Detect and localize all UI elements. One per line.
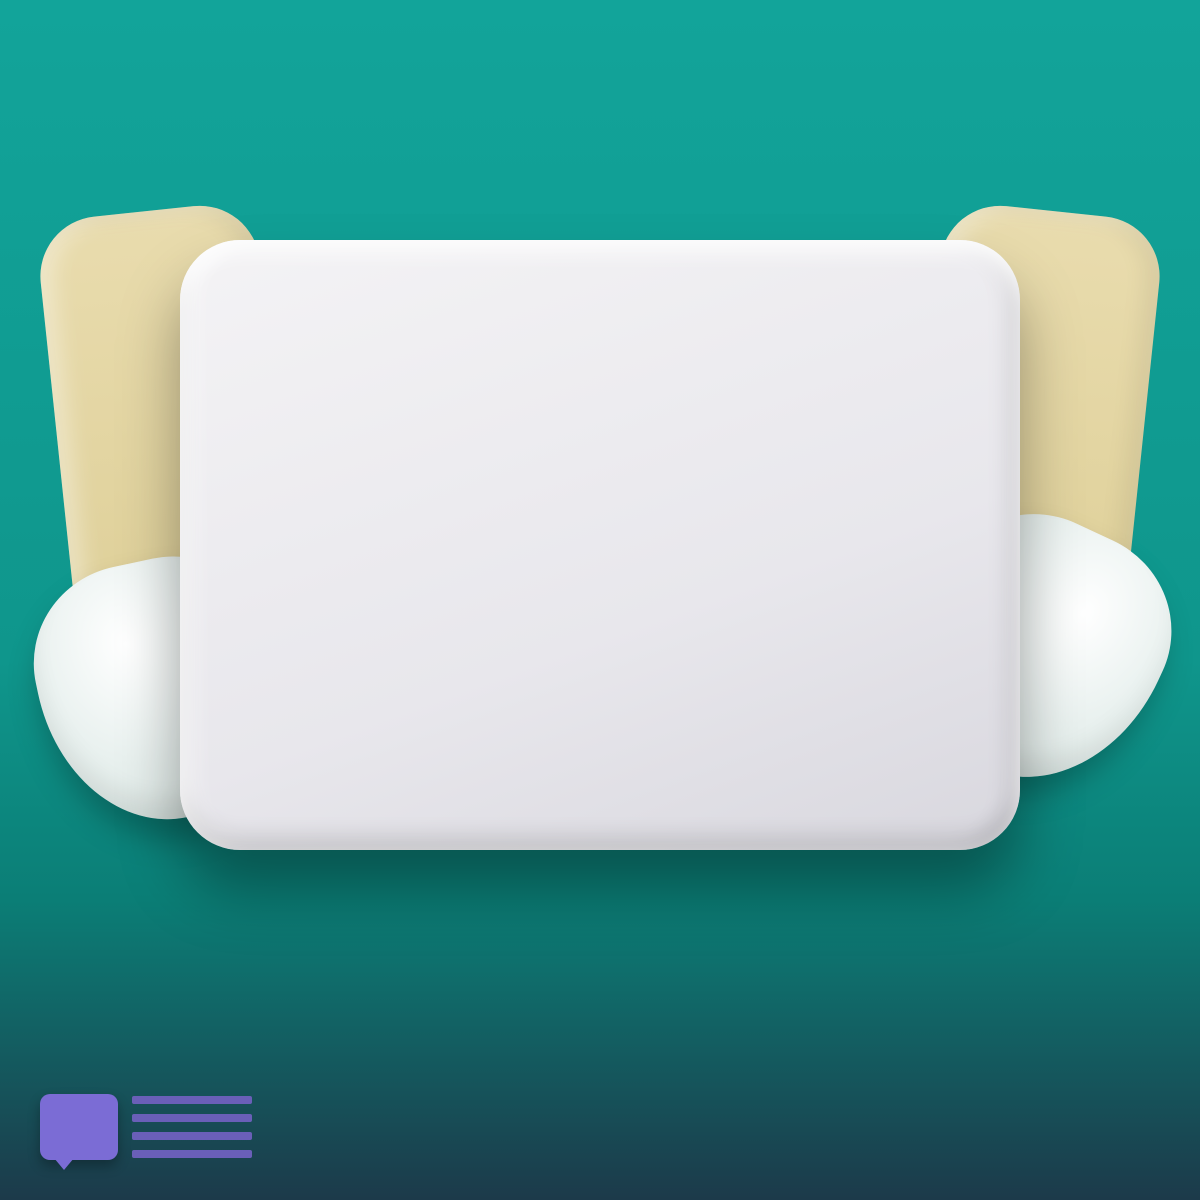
ibd-badge-icon [40,1094,118,1160]
footer-logo-group [40,1094,252,1160]
tray-panel [180,240,1020,850]
page-title [0,40,1200,111]
flag-lines-icon [132,1096,252,1158]
footer [40,1094,1160,1160]
